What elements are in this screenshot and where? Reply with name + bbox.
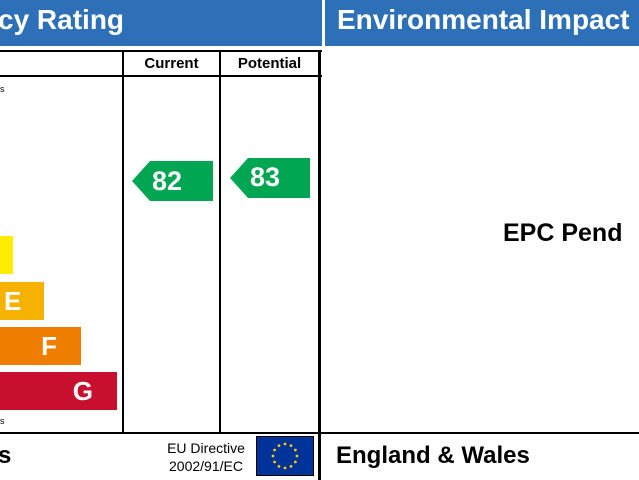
eu-flag-star [273, 460, 277, 464]
right-panel-bottom-border [322, 432, 639, 434]
energy-header-bar: cy Rating [0, 0, 322, 46]
eu-flag-star [277, 464, 281, 468]
table-top-border [0, 50, 322, 52]
eu-flag-icon [256, 436, 314, 476]
eu-directive-line1: EU Directive [167, 440, 245, 456]
band-f: F [0, 327, 81, 365]
epc-status-text: EPC Pend [503, 219, 623, 247]
energy-header-title: cy Rating [0, 4, 125, 35]
eu-flag-star [273, 448, 277, 452]
table-bottom-border [0, 432, 322, 434]
panel-right-border [318, 50, 321, 480]
band-g: G [0, 372, 117, 410]
column-header-divider [0, 75, 322, 77]
band-d [0, 236, 13, 274]
footer-left-text: s [0, 442, 12, 469]
current-column-divider [122, 50, 124, 433]
current-rating-arrow: 82 [132, 161, 213, 201]
eu-flag-stars-icon [257, 437, 313, 475]
potential-arrow-shape [230, 158, 310, 198]
band-e: E [0, 282, 44, 320]
top-scale-note: s [0, 84, 5, 94]
eu-flag-star [277, 444, 281, 448]
environmental-header-title: Environmental Impact [337, 4, 630, 35]
current-arrow-shape [132, 161, 213, 201]
region-label: England & Wales [336, 442, 530, 469]
eu-flag-star [283, 442, 287, 446]
eu-directive-line2: 2002/91/EC [169, 458, 243, 474]
eu-flag-star [289, 464, 293, 468]
bottom-scale-note: s [0, 416, 5, 426]
potential-rating-value: 83 [250, 162, 281, 192]
eu-flag-star [283, 466, 287, 470]
potential-rating-arrow: 83 [230, 158, 310, 198]
current-rating-value: 82 [152, 166, 183, 196]
eu-flag-star [289, 444, 293, 448]
eu-flag-star [293, 460, 297, 464]
potential-column-header: Potential [237, 55, 302, 72]
eu-flag-star [295, 454, 299, 458]
eu-directive-label: EU Directive 2002/91/EC [158, 439, 254, 475]
eu-flag-star [293, 448, 297, 452]
potential-column-divider [219, 50, 221, 433]
environmental-header-bar: Environmental Impact [325, 0, 639, 46]
eu-flag-star [271, 454, 275, 458]
current-column-header: Current [144, 55, 199, 72]
